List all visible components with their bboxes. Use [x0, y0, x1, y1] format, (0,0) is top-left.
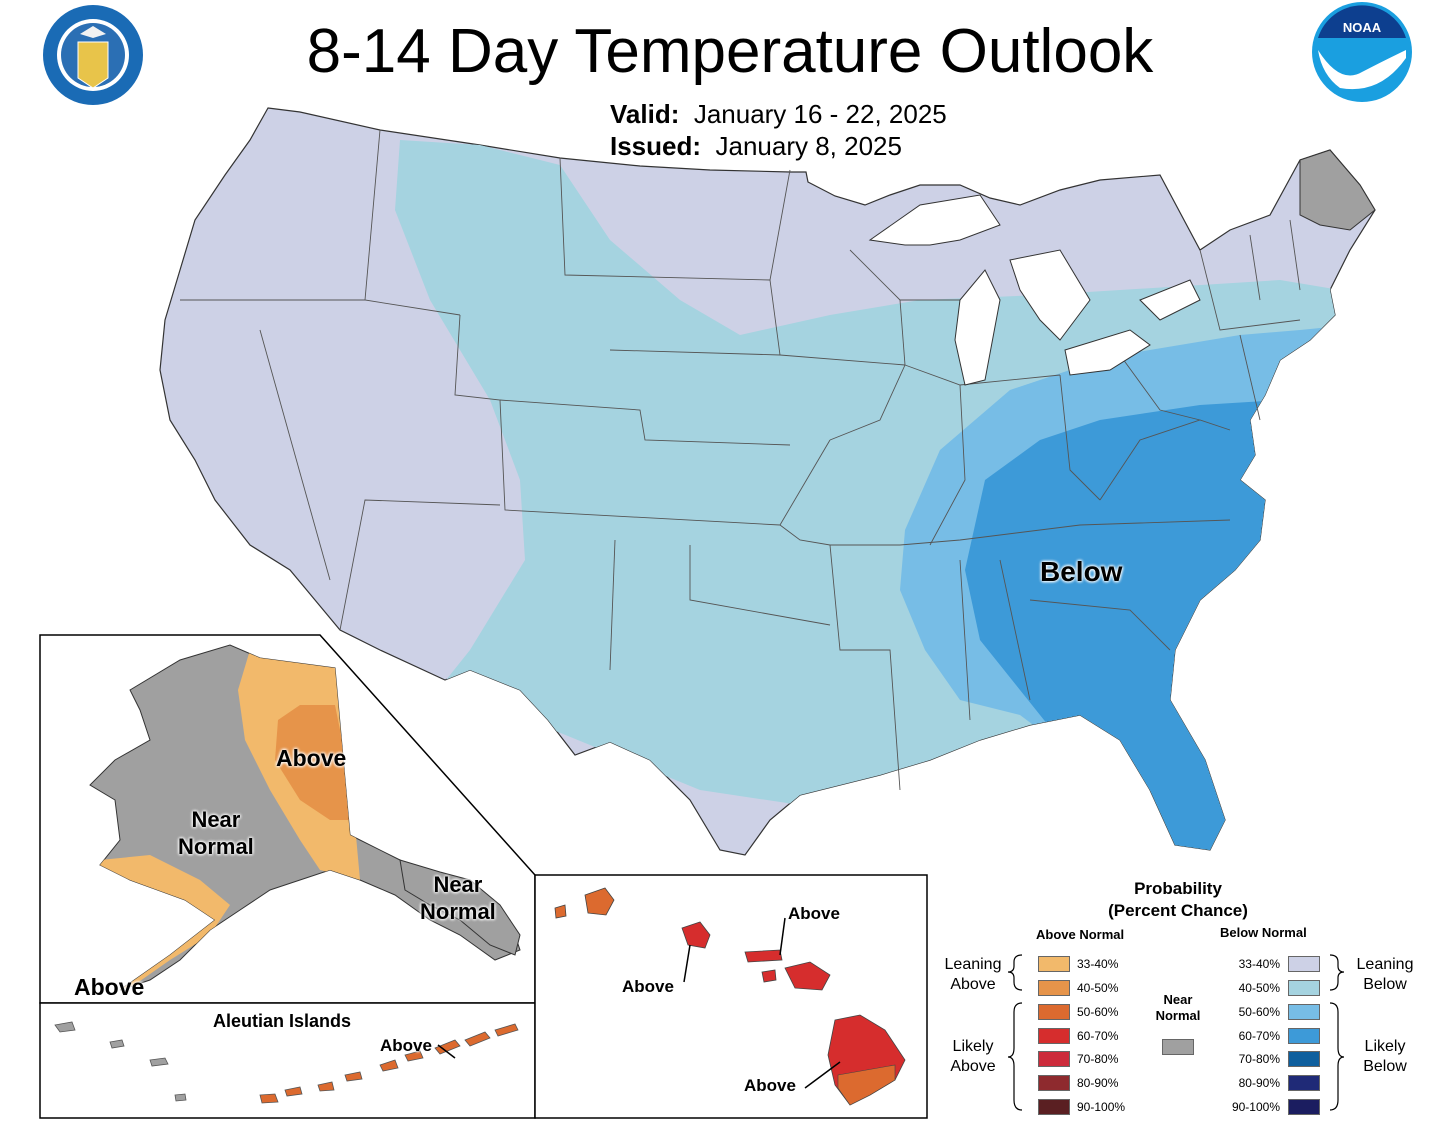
maine-near-normal — [1299, 149, 1376, 231]
legend-above-swatch-33-40 — [1038, 956, 1070, 972]
aleutian-title: Aleutian Islands — [213, 1011, 352, 1031]
legend-above-range-70-80: 70-80% — [1077, 1052, 1119, 1066]
legend-title-line1: Probability — [1134, 879, 1222, 898]
alaska-near-normal-line2: Normal — [178, 834, 254, 859]
likely-below-line1: Likely — [1364, 1038, 1406, 1055]
conus-below-label: Below — [1040, 556, 1123, 587]
legend-below-swatch-70-80 — [1288, 1051, 1320, 1067]
island-niihau — [554, 904, 567, 919]
alaska-sw-above-label: Above — [74, 974, 145, 1000]
legend-above-swatch-50-60 — [1038, 1004, 1070, 1020]
legend-below-range-33-40: 33-40% — [1238, 957, 1280, 971]
conus-below-60-70-zone — [965, 400, 1375, 855]
legend-above-range-33-40: 33-40% — [1077, 957, 1119, 971]
aleutian-above-label: Above — [380, 1036, 432, 1055]
hawaii-above-label-3: Above — [744, 1076, 796, 1095]
legend-above-swatch-40-50 — [1038, 980, 1070, 996]
island-lanai — [761, 969, 777, 983]
alaska-above-40-50-zone — [275, 705, 355, 820]
legend-above-range-80-90: 80-90% — [1077, 1076, 1119, 1090]
alaska-se-near-normal-line2: Normal — [420, 899, 496, 924]
alaska-above-label: Above — [276, 745, 347, 771]
legend-leaning-above-label: Leaning Above — [940, 955, 1006, 995]
legend-below-swatch-60-70 — [1288, 1028, 1320, 1044]
legend-above-header: Above Normal — [1036, 927, 1125, 942]
hawaii-above-label-2: Above — [622, 977, 674, 996]
island-kauai — [584, 887, 615, 916]
legend-below-swatch-50-60 — [1288, 1004, 1320, 1020]
aleutian-leader-line — [437, 1044, 456, 1059]
legend-likely-above-label: Likely Above — [940, 1037, 1006, 1077]
legend-below-range-90-100: 90-100% — [1231, 1100, 1280, 1114]
legend-braces — [1007, 954, 1345, 1111]
legend-below-swatch-33-40 — [1288, 956, 1320, 972]
hawaii-above-label-1: Above — [788, 904, 840, 923]
leaning-below-line1: Leaning — [1356, 956, 1414, 973]
hawaii-inset — [534, 874, 928, 1119]
leaning-above-line2: Above — [950, 976, 996, 993]
valid-label: Valid: — [610, 99, 680, 129]
valid-dates: January 16 - 22, 2025 — [693, 99, 947, 129]
legend-above-range-50-60: 50-60% — [1077, 1005, 1119, 1019]
alaska-se-near-normal-line1: Near — [433, 872, 483, 897]
alaska-se-near-normal-label: Near Normal — [420, 871, 496, 925]
noaa-logo — [1312, 2, 1412, 102]
leaning-below-line2: Below — [1363, 976, 1407, 993]
valid-line: Valid: January 16 - 22, 2025 — [610, 98, 947, 130]
legend-above-swatch-90-100 — [1038, 1099, 1070, 1115]
legend-above-range-90-100: 90-100% — [1077, 1100, 1126, 1114]
issued-date: January 8, 2025 — [715, 131, 902, 161]
likely-above-line2: Above — [950, 1058, 996, 1075]
legend-title-line2: (Percent Chance) — [1108, 901, 1248, 920]
valid-issued-block: Valid: January 16 - 22, 2025 Issued: Jan… — [610, 98, 947, 162]
near-normal-line2: Normal — [1155, 1008, 1201, 1023]
legend-below-range-60-70: 60-70% — [1238, 1029, 1280, 1043]
noaa-logo-text: NOAA — [1342, 20, 1382, 35]
commerce-seal — [43, 5, 143, 105]
legend-above-swatch-70-80 — [1038, 1051, 1070, 1067]
legend-title: Probability (Percent Chance) — [1060, 878, 1296, 922]
island-hawaii-orange-zone — [837, 1064, 896, 1106]
aleutian-inset — [39, 1002, 536, 1119]
legend-near-normal-label: Near Normal — [1148, 992, 1208, 1024]
alaska-inset — [39, 634, 536, 1004]
legend-above-swatch-60-70 — [1038, 1028, 1070, 1044]
legend-likely-below-label: Likely Below — [1350, 1037, 1420, 1077]
near-normal-line1: Near — [1163, 992, 1193, 1007]
legend-below-swatch-90-100 — [1288, 1099, 1320, 1115]
legend-below-swatch-80-90 — [1288, 1075, 1320, 1091]
issued-line: Issued: January 8, 2025 — [610, 130, 947, 162]
island-oahu — [681, 921, 711, 949]
great-lakes — [868, 194, 1201, 386]
legend-above-swatch-80-90 — [1038, 1075, 1070, 1091]
legend-above-range-60-70: 60-70% — [1077, 1029, 1119, 1043]
issued-label: Issued: — [610, 131, 702, 161]
legend-near-normal-swatch — [1162, 1039, 1194, 1055]
leaning-above-line1: Leaning — [944, 956, 1002, 973]
legend-above-range-40-50: 40-50% — [1077, 981, 1119, 995]
island-maui — [784, 961, 831, 991]
likely-below-line2: Below — [1363, 1058, 1407, 1075]
hawaii-leader-lines — [683, 917, 841, 1089]
legend-below-range-80-90: 80-90% — [1238, 1076, 1280, 1090]
island-molokai — [744, 949, 783, 963]
conus-state-lines — [180, 129, 1301, 791]
legend-below-header: Below Normal — [1220, 925, 1307, 940]
legend-below-range-50-60: 50-60% — [1238, 1005, 1280, 1019]
alaska-panhandle — [399, 859, 521, 956]
legend-below-range-40-50: 40-50% — [1238, 981, 1280, 995]
map-title: 8-14 Day Temperature Outlook — [306, 17, 1154, 86]
likely-above-line1: Likely — [952, 1038, 994, 1055]
legend-below-range-70-80: 70-80% — [1238, 1052, 1280, 1066]
alaska-near-normal-line1: Near — [191, 807, 241, 832]
aleutian-islands-shapes — [54, 1021, 519, 1104]
legend-leaning-below-label: Leaning Below — [1350, 955, 1420, 995]
legend-below-swatch-40-50 — [1288, 980, 1320, 996]
alaska-near-normal-label: Near Normal — [178, 806, 254, 860]
